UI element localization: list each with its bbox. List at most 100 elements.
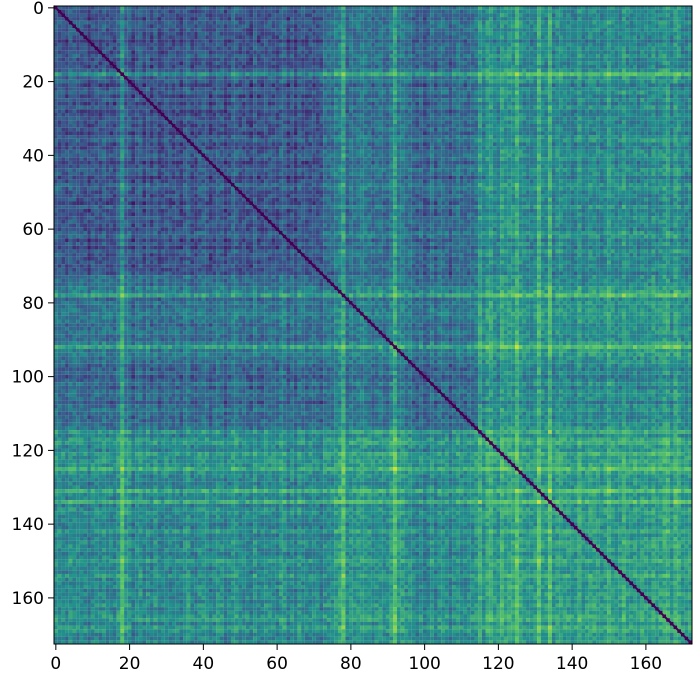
heatmap-cell — [551, 42, 556, 47]
heatmap-cell — [467, 61, 471, 66]
heatmap-cell — [194, 31, 198, 36]
heatmap-cell — [120, 61, 125, 66]
heatmap-cell — [205, 76, 209, 80]
heatmap-cell — [164, 72, 169, 77]
heatmap-cell — [260, 98, 265, 102]
heatmap-cell — [238, 28, 243, 32]
heatmap-cell — [632, 98, 637, 102]
heatmap-cell — [415, 65, 420, 69]
heatmap-cell — [666, 28, 670, 32]
heatmap-cell — [404, 109, 409, 113]
heatmap-cell — [478, 13, 482, 18]
heatmap-cell — [54, 61, 58, 66]
heatmap-cell — [61, 76, 66, 80]
heatmap-cell — [455, 50, 460, 54]
heatmap-cell — [68, 24, 73, 29]
heatmap-cell — [511, 79, 516, 84]
heatmap-cell — [651, 61, 656, 66]
heatmap-cell — [194, 61, 198, 66]
heatmap-cell — [231, 61, 235, 66]
heatmap-cell — [249, 6, 254, 10]
heatmap-cell — [164, 68, 169, 73]
heatmap-cell — [101, 94, 106, 99]
heatmap-cell — [349, 24, 353, 29]
heatmap-cell — [153, 9, 158, 14]
heatmap-cell — [356, 76, 361, 80]
heatmap-cell — [393, 6, 398, 10]
heatmap-cell — [500, 57, 504, 62]
heatmap-cell — [533, 76, 538, 80]
heatmap-cell — [101, 28, 106, 32]
heatmap-cell — [282, 24, 287, 29]
heatmap-cell — [573, 20, 578, 25]
heatmap-cell — [212, 20, 217, 25]
heatmap-cell — [356, 6, 361, 10]
heatmap-cell — [404, 90, 409, 95]
heatmap-cell — [349, 98, 353, 102]
heatmap-cell — [618, 57, 622, 62]
heatmap-cell — [290, 101, 294, 106]
heatmap-cell — [551, 50, 556, 54]
heatmap-cell — [157, 53, 161, 58]
heatmap-cell — [415, 94, 420, 99]
heatmap-cell — [349, 68, 353, 73]
heatmap-cell — [688, 17, 693, 21]
heatmap-cell — [234, 9, 239, 14]
heatmap-cell — [433, 79, 438, 84]
heatmap-cell — [640, 17, 645, 21]
heatmap-cell — [194, 9, 198, 14]
heatmap-cell — [334, 72, 339, 77]
heatmap-cell — [411, 68, 416, 73]
heatmap-cell — [592, 20, 597, 25]
heatmap-cell — [131, 35, 136, 40]
heatmap-cell — [526, 24, 530, 29]
heatmap-cell — [544, 83, 549, 88]
heatmap-cell — [72, 50, 77, 54]
heatmap-cell — [341, 87, 346, 91]
heatmap-cell — [278, 83, 283, 88]
heatmap-cell — [474, 98, 479, 102]
heatmap-cell — [238, 57, 243, 62]
heatmap-cell — [655, 20, 659, 25]
heatmap-cell — [160, 20, 165, 25]
heatmap-cell — [149, 9, 154, 14]
heatmap-cell — [430, 35, 434, 40]
heatmap-cell — [470, 98, 475, 102]
heatmap-cell — [271, 13, 276, 18]
heatmap-cell — [548, 53, 552, 58]
heatmap-cell — [360, 57, 364, 62]
heatmap-cell — [352, 42, 357, 47]
heatmap-cell — [352, 53, 357, 58]
heatmap-cell — [378, 17, 383, 21]
heatmap-cell — [655, 46, 659, 51]
heatmap-cell — [426, 65, 431, 69]
heatmap-cell — [459, 46, 464, 51]
heatmap-cell — [65, 28, 69, 32]
heatmap-cell — [385, 105, 390, 110]
heatmap-cell — [677, 31, 681, 36]
heatmap-cell — [290, 35, 294, 40]
heatmap-cell — [194, 17, 198, 21]
heatmap-cell — [94, 35, 99, 40]
heatmap-cell — [470, 42, 475, 47]
heatmap-cell — [592, 35, 597, 40]
heatmap-cell — [319, 53, 324, 58]
heatmap-cell — [507, 72, 512, 77]
heatmap-cell — [562, 42, 567, 47]
heatmap-cell — [249, 61, 254, 66]
heatmap-cell — [529, 61, 534, 66]
heatmap-cell — [680, 98, 685, 102]
heatmap-cell — [334, 6, 339, 10]
heatmap-cell — [54, 17, 58, 21]
heatmap-cell — [393, 13, 398, 18]
heatmap-cell — [367, 65, 372, 69]
heatmap-cell — [374, 90, 379, 95]
heatmap-cell — [374, 61, 379, 66]
heatmap-cell — [588, 28, 593, 32]
heatmap-cell — [511, 24, 516, 29]
heatmap-cell — [83, 98, 88, 102]
heatmap-cell — [219, 68, 224, 73]
heatmap-cell — [253, 28, 257, 32]
heatmap-cell — [625, 87, 630, 91]
heatmap-cell — [452, 72, 457, 77]
